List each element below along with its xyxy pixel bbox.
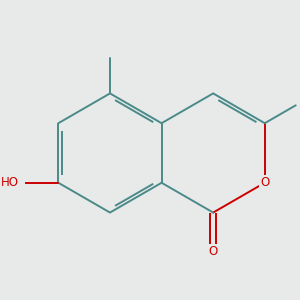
- Text: O: O: [208, 245, 218, 258]
- Text: HO: HO: [1, 176, 19, 189]
- Text: O: O: [260, 176, 269, 189]
